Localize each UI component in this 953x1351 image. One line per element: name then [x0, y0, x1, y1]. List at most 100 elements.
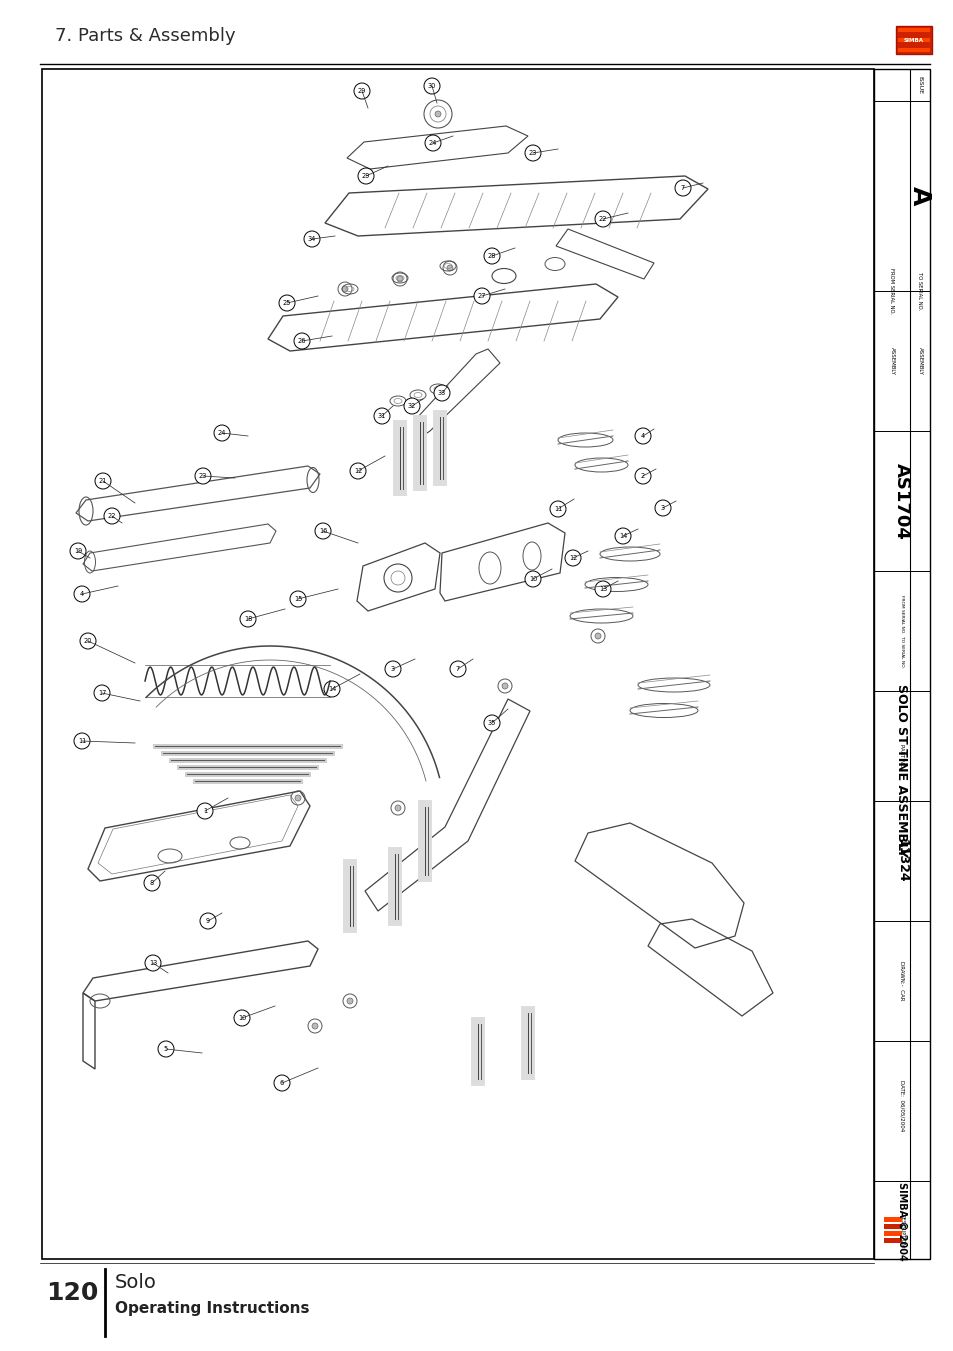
Circle shape [675, 180, 690, 196]
Text: 11324: 11324 [895, 839, 907, 882]
Text: DESCRIPTION:-: DESCRIPTION:- [899, 1215, 903, 1251]
Circle shape [595, 634, 600, 639]
Circle shape [294, 794, 301, 801]
Text: 32: 32 [407, 403, 416, 409]
Circle shape [595, 211, 610, 227]
Text: 120: 120 [46, 1281, 98, 1305]
Circle shape [294, 332, 310, 349]
Circle shape [501, 684, 507, 689]
Circle shape [564, 550, 580, 566]
Circle shape [447, 265, 453, 272]
Text: FROM SERIAL NO.  TO SERIAL NO.: FROM SERIAL NO. TO SERIAL NO. [899, 594, 903, 667]
Circle shape [290, 590, 306, 607]
Text: 12: 12 [354, 467, 362, 474]
Text: 10: 10 [237, 1015, 246, 1021]
Circle shape [347, 998, 353, 1004]
Text: 6: 6 [279, 1079, 284, 1086]
Text: 24: 24 [428, 141, 436, 146]
Circle shape [435, 111, 440, 118]
Circle shape [314, 523, 331, 539]
Circle shape [144, 875, 160, 892]
Circle shape [524, 145, 540, 161]
Text: 5: 5 [164, 1046, 168, 1052]
Circle shape [474, 288, 490, 304]
Text: TO SERIAL NO.: TO SERIAL NO. [917, 272, 922, 309]
Circle shape [324, 681, 339, 697]
Circle shape [423, 78, 439, 95]
Text: Operating Instructions: Operating Instructions [115, 1301, 309, 1316]
Text: SOLO ST TINE ASSEMBLY: SOLO ST TINE ASSEMBLY [895, 685, 907, 858]
Text: 33: 33 [437, 390, 446, 396]
Bar [883, 1238, 901, 1243]
Circle shape [70, 543, 86, 559]
Text: ASSEMBLY: ASSEMBLY [917, 347, 922, 376]
Bar [897, 38, 929, 42]
Circle shape [396, 276, 402, 282]
Text: 3: 3 [660, 505, 664, 511]
Text: 8: 8 [150, 880, 154, 886]
Circle shape [158, 1042, 173, 1056]
Text: 9: 9 [206, 917, 210, 924]
Text: DATE:  06/05/2004: DATE: 06/05/2004 [899, 1081, 903, 1132]
Circle shape [595, 581, 610, 597]
Circle shape [655, 500, 670, 516]
Circle shape [278, 295, 294, 311]
Text: FROM SERIAL NO.: FROM SERIAL NO. [888, 267, 894, 313]
Text: 10: 10 [528, 576, 537, 582]
Text: 12: 12 [568, 555, 577, 561]
Text: 7: 7 [680, 185, 684, 190]
Text: 18: 18 [244, 616, 252, 621]
Bar [883, 1217, 901, 1223]
Text: 23: 23 [528, 150, 537, 155]
Text: A: A [907, 186, 931, 205]
Circle shape [74, 586, 90, 603]
Circle shape [341, 286, 348, 292]
Text: 4: 4 [80, 590, 84, 597]
Circle shape [196, 802, 213, 819]
Circle shape [94, 685, 110, 701]
Text: 28: 28 [487, 253, 496, 259]
Circle shape [145, 955, 161, 971]
Circle shape [524, 571, 540, 586]
Bar [895, 26, 931, 54]
Circle shape [312, 1023, 317, 1029]
Text: 4: 4 [640, 434, 644, 439]
Text: 29: 29 [357, 88, 366, 95]
Bar [883, 1224, 901, 1229]
Text: 3: 3 [391, 666, 395, 671]
Circle shape [395, 805, 400, 811]
Bar [873, 69, 929, 1259]
Bar [897, 49, 929, 51]
Circle shape [403, 399, 419, 413]
Text: 24: 24 [217, 430, 226, 436]
Circle shape [374, 408, 390, 424]
Circle shape [240, 611, 255, 627]
Circle shape [354, 82, 370, 99]
Text: 29: 29 [361, 173, 370, 178]
Circle shape [200, 913, 215, 929]
Circle shape [483, 715, 499, 731]
Text: 13: 13 [149, 961, 157, 966]
Text: 27: 27 [477, 293, 486, 299]
Text: 31: 31 [377, 413, 386, 419]
Text: ASSEMBLY: ASSEMBLY [888, 347, 894, 376]
Text: 1: 1 [203, 808, 207, 815]
Circle shape [483, 249, 499, 263]
Circle shape [274, 1075, 290, 1092]
Text: SIMBA © 2004: SIMBA © 2004 [896, 1182, 906, 1260]
Text: 34: 34 [308, 236, 315, 242]
Text: 13: 13 [598, 586, 606, 592]
Circle shape [104, 508, 120, 524]
Circle shape [385, 661, 400, 677]
Text: 11: 11 [78, 738, 86, 744]
Text: 7: 7 [456, 666, 459, 671]
Circle shape [213, 426, 230, 440]
Text: PART NO.: PART NO. [899, 743, 903, 769]
Text: 2: 2 [640, 473, 644, 480]
Text: 15: 15 [294, 596, 302, 603]
Circle shape [615, 528, 630, 544]
Text: Solo: Solo [115, 1274, 156, 1293]
Text: 11: 11 [554, 507, 561, 512]
Text: 22: 22 [598, 216, 607, 222]
Text: 30: 30 [427, 82, 436, 89]
